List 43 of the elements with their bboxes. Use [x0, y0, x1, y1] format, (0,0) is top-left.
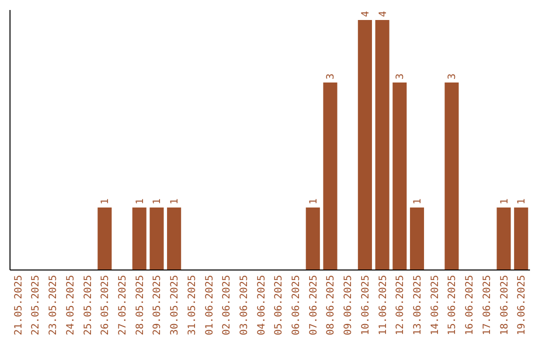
x-tick-label: 18.06.2025	[499, 275, 510, 336]
x-tick-label: 12.06.2025	[395, 275, 406, 336]
x-tick-label: 28.05.2025	[134, 275, 146, 336]
x-tick-label: 11.06.2025	[378, 275, 389, 336]
x-tick-label: 04.06.2025	[256, 275, 268, 336]
x-tick-label: 30.05.2025	[170, 275, 181, 336]
x-tick-label: 24.05.2025	[65, 275, 76, 336]
x-tick-label: 26.05.2025	[100, 275, 112, 336]
x-tick-label: 10.06.2025	[360, 275, 372, 336]
data-label: 4	[360, 10, 372, 17]
x-tick-label: 15.06.2025	[447, 275, 458, 336]
x-tick-label: 09.06.2025	[343, 275, 354, 336]
x-tick-label: 02.06.2025	[222, 275, 233, 336]
data-label: 1	[499, 198, 510, 204]
data-label: 1	[152, 198, 164, 204]
data-label: 1	[412, 198, 424, 204]
x-tick-label: 08.06.2025	[326, 275, 337, 336]
data-label: 3	[326, 73, 337, 80]
data-label: 3	[447, 73, 458, 80]
x-tick-label: 06.06.2025	[291, 275, 302, 336]
x-tick-label: 31.05.2025	[186, 275, 198, 336]
x-tick-label: 23.05.2025	[48, 275, 60, 336]
x-tick-label: 05.06.2025	[274, 275, 285, 336]
x-tick-label: 16.06.2025	[464, 275, 476, 336]
x-tick-label: 03.06.2025	[238, 275, 250, 336]
data-label: 1	[170, 198, 181, 204]
data-label: 1	[516, 198, 528, 204]
x-tick-label: 01.06.2025	[204, 275, 216, 336]
x-tick-label: 17.06.2025	[482, 275, 493, 336]
x-tick-label: 27.05.2025	[118, 275, 129, 336]
x-tick-label: 14.06.2025	[430, 275, 441, 336]
data-label: 1	[308, 198, 320, 204]
data-label: 4	[378, 10, 389, 17]
x-tick-label: 29.05.2025	[152, 275, 164, 336]
x-tick-label: 21.05.2025	[13, 275, 24, 336]
data-label: 1	[100, 198, 112, 204]
data-label: 3	[395, 73, 406, 80]
x-tick-label: 22.05.2025	[30, 275, 42, 336]
x-tick-label: 07.06.2025	[308, 275, 320, 336]
x-tick-label: 25.05.2025	[82, 275, 94, 336]
x-tick-label: 13.06.2025	[412, 275, 424, 336]
data-label: 1	[134, 198, 146, 204]
x-tick-label: 19.06.2025	[516, 275, 528, 336]
